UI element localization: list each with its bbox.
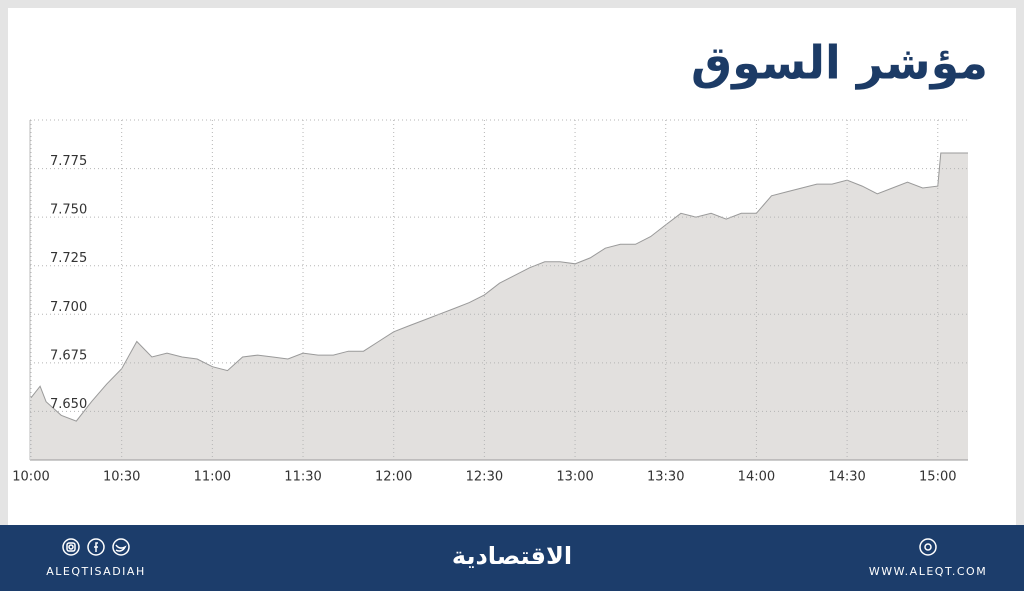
x-tick-label: 13:00 [556,470,593,485]
x-tick-label: 15:00 [919,470,956,485]
y-tick-label: 7.750 [50,203,87,218]
x-tick-label: 14:00 [738,470,775,485]
y-tick-label: 7.650 [50,397,87,412]
x-tick-label: 13:30 [647,470,684,485]
x-tick-label: 11:30 [284,470,321,485]
y-tick-label: 7.775 [50,154,87,169]
x-tick-label: 10:30 [103,470,140,485]
x-tick-label: 12:00 [375,470,412,485]
area [31,153,968,460]
plot: 7.650 7.675 7.700 7.725 7.750 7.775 10:00 10:30… [12,119,968,485]
footer-handle: ALEQTISADIAH [46,565,145,578]
footer-bar [0,525,1024,591]
y-tick-label: 7.725 [50,251,87,266]
y-tick-label: 7.675 [50,348,87,363]
x-tick-label: 10:00 [12,470,49,485]
x-tick-label: 12:30 [466,470,503,485]
chart-title: مؤشر السوق [691,36,988,90]
footer-logo: الاقتصادية [452,542,572,570]
x-tick-label: 11:00 [194,470,231,485]
line [30,152,968,422]
social-icons [62,538,937,556]
x-tick-label: 14:30 [828,470,865,485]
y-tick-label: 7.700 [50,300,87,315]
footer-website: WWW.ALEQT.COM [869,565,987,578]
